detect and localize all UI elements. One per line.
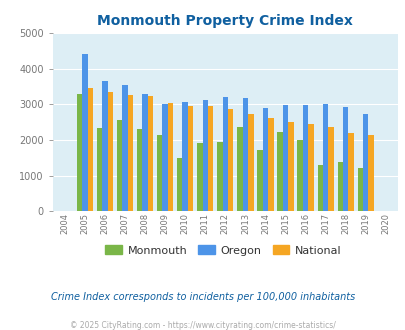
Bar — [357, 168, 362, 211]
Bar — [182, 103, 188, 211]
Bar — [87, 88, 93, 211]
Bar — [167, 103, 173, 211]
Legend: Monmouth, Oregon, National: Monmouth, Oregon, National — [100, 241, 345, 260]
Bar — [136, 129, 142, 211]
Bar — [328, 127, 333, 211]
Bar — [147, 96, 153, 211]
Bar — [77, 94, 82, 211]
Bar — [96, 128, 102, 211]
Bar — [122, 85, 128, 211]
Bar — [142, 94, 147, 211]
Bar — [117, 120, 122, 211]
Bar — [228, 109, 233, 211]
Bar — [362, 114, 368, 211]
Bar — [128, 95, 133, 211]
Title: Monmouth Property Crime Index: Monmouth Property Crime Index — [97, 14, 352, 28]
Bar — [217, 142, 222, 211]
Bar — [262, 108, 268, 211]
Bar — [257, 150, 262, 211]
Bar — [297, 140, 302, 211]
Bar — [102, 81, 107, 211]
Bar — [288, 122, 293, 211]
Bar — [177, 158, 182, 211]
Bar — [242, 97, 247, 211]
Bar — [237, 127, 242, 211]
Bar — [307, 124, 313, 211]
Bar — [317, 165, 322, 211]
Bar — [222, 97, 228, 211]
Text: Crime Index corresponds to incidents per 100,000 inhabitants: Crime Index corresponds to incidents per… — [51, 292, 354, 302]
Bar — [337, 162, 342, 211]
Bar — [82, 54, 87, 211]
Bar — [282, 105, 288, 211]
Bar — [107, 92, 113, 211]
Bar — [277, 132, 282, 211]
Bar — [347, 133, 353, 211]
Bar — [157, 135, 162, 211]
Bar — [247, 114, 253, 211]
Bar — [207, 106, 213, 211]
Bar — [188, 106, 193, 211]
Bar — [197, 143, 202, 211]
Text: © 2025 CityRating.com - https://www.cityrating.com/crime-statistics/: © 2025 CityRating.com - https://www.city… — [70, 321, 335, 330]
Bar — [322, 104, 328, 211]
Bar — [302, 105, 307, 211]
Bar — [342, 107, 347, 211]
Bar — [368, 135, 373, 211]
Bar — [162, 104, 167, 211]
Bar — [202, 100, 207, 211]
Bar — [268, 118, 273, 211]
